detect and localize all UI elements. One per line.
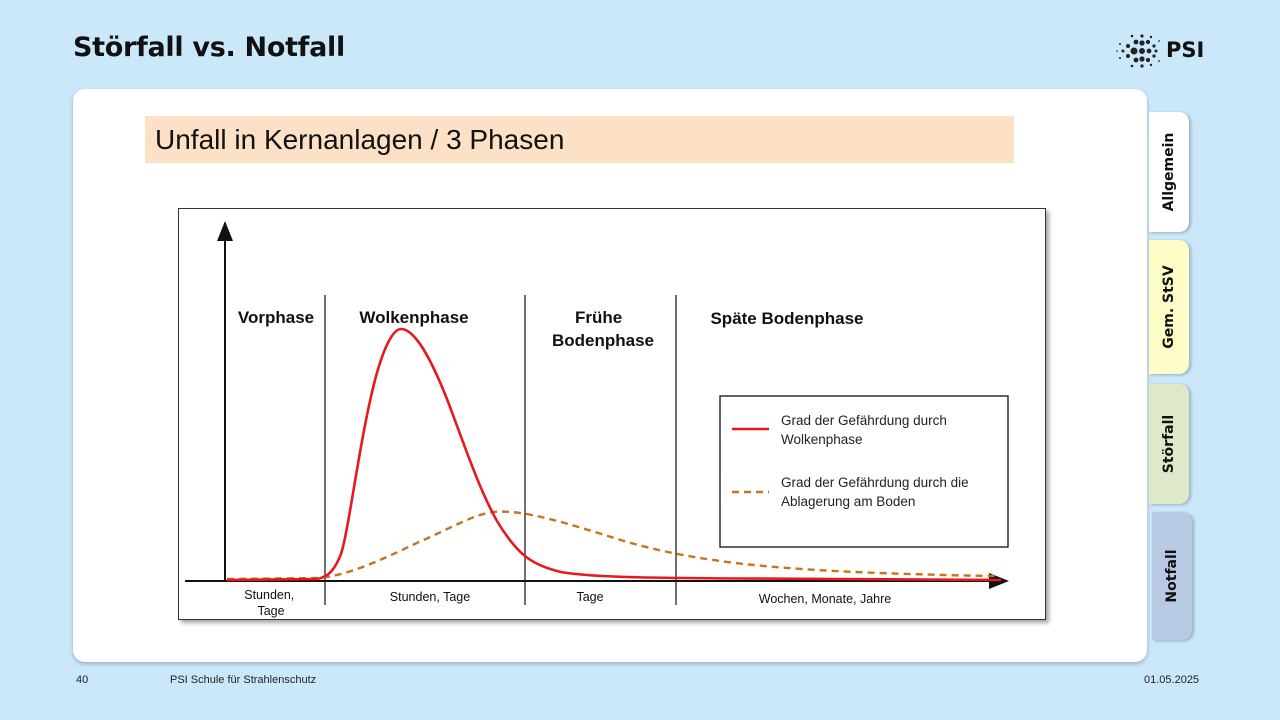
legend-label-line: Grad der Gefährdung durch die (781, 475, 969, 490)
duration-label-wolkenphase: Stunden, Tage (390, 590, 470, 604)
duration-label-line: Stunden, (244, 588, 294, 602)
phase-label-fruehe-bodenphase: Frühe Bodenphase (552, 308, 654, 350)
footer-organization: PSI Schule für Strahlenschutz (170, 674, 317, 686)
phase-diagram: Vorphase Wolkenphase Frühe Bodenphase Sp… (178, 208, 1046, 620)
phase-label-line: Bodenphase (552, 331, 654, 350)
tab-gem-stsv[interactable]: Gem. StSV (1149, 240, 1189, 374)
tab-label: Störfall (1161, 414, 1177, 474)
tab-allgemein[interactable]: Allgemein (1149, 112, 1189, 232)
psi-logo-icon (1116, 34, 1160, 68)
duration-label-line: Tage (257, 604, 284, 618)
phase-label-wolkenphase: Wolkenphase (359, 308, 468, 327)
duration-label-fruehe-bodenphase: Tage (576, 590, 603, 604)
section-header: Unfall in Kernanlagen / 3 Phasen (145, 116, 1014, 163)
phase-diagram-svg: Vorphase Wolkenphase Frühe Bodenphase Sp… (185, 221, 1009, 618)
phase-label-line: Frühe (575, 308, 622, 327)
phase-label-spaete-bodenphase: Späte Bodenphase (710, 309, 863, 328)
tab-label: Gem. StSV (1161, 265, 1177, 349)
legend-label-line: Grad der Gefährdung durch (781, 413, 947, 428)
ground-deposition-curve (226, 510, 1000, 581)
legend-label-line: Wolkenphase (781, 432, 863, 447)
legend-label-cloud: Grad der Gefährdung durch Wolkenphase (781, 413, 951, 447)
legend-label-line: Ablagerung am Boden (781, 494, 915, 509)
tab-notfall[interactable]: Notfall (1152, 512, 1192, 640)
duration-label-spaete-bodenphase: Wochen, Monate, Jahre (759, 592, 892, 606)
tab-stoerfall[interactable]: Störfall (1149, 384, 1189, 504)
tab-label: Notfall (1164, 549, 1180, 603)
legend-box (719, 395, 1009, 548)
cloud-phase-curve (226, 327, 1002, 582)
phase-label-vorphase: Vorphase (238, 308, 314, 327)
tab-label: Allgemein (1161, 132, 1177, 212)
slide-title: Störfall vs. Notfall (73, 32, 345, 63)
duration-label-vorphase: Stunden, Tage (244, 588, 298, 618)
page-number: 40 (76, 674, 89, 686)
psi-logo-text: PSI (1166, 38, 1205, 62)
section-title: Unfall in Kernanlagen / 3 Phasen (155, 124, 565, 155)
footer-date: 01.05.2025 (1144, 674, 1200, 686)
legend-label-ground: Grad der Gefährdung durch die Ablagerung… (781, 475, 972, 509)
